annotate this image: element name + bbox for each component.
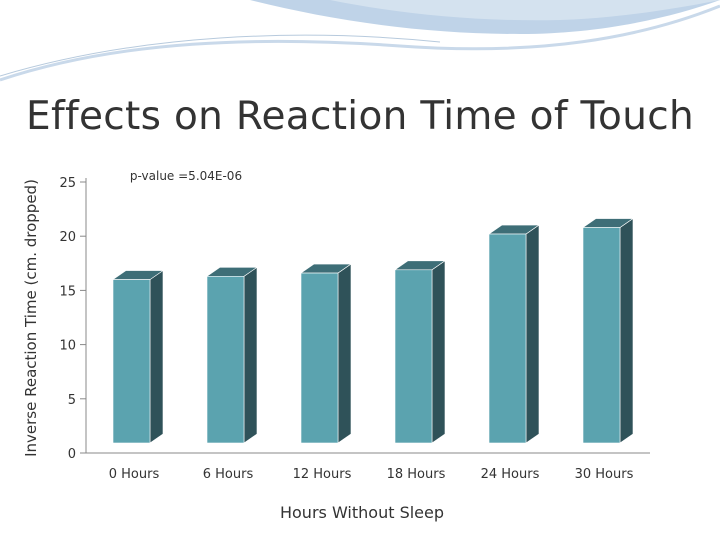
bar-side bbox=[243, 266, 258, 444]
y-tick-label: 5 bbox=[68, 393, 76, 408]
plot-area: 0 5 10 15 20 25 0 Hours 6 Hours 12 Hours 18 Hours… bbox=[59, 176, 650, 482]
bar bbox=[488, 233, 527, 444]
p-value-annotation: p-value =5.04E-06 bbox=[130, 169, 242, 183]
bar bbox=[112, 279, 151, 444]
bar-side bbox=[149, 269, 164, 444]
x-tick-label: 30 Hours bbox=[575, 467, 634, 482]
page-title: Effects on Reaction Time of Touch bbox=[26, 94, 694, 139]
y-axis-label: Inverse Reaction Time (cm. dropped) bbox=[22, 179, 40, 457]
bar bbox=[394, 269, 433, 444]
bar-side bbox=[619, 217, 634, 444]
y-tick-label: 15 bbox=[59, 284, 76, 299]
y-tick-label: 25 bbox=[59, 176, 76, 191]
y-tick-label: 20 bbox=[59, 230, 76, 245]
bar-side bbox=[337, 263, 352, 444]
x-tick-label: 24 Hours bbox=[481, 467, 540, 482]
bar bbox=[582, 227, 621, 444]
x-tick-label: 6 Hours bbox=[203, 467, 254, 482]
bar bbox=[300, 272, 339, 444]
header-swoosh-decoration bbox=[0, 0, 720, 82]
y-tick-label: 10 bbox=[59, 339, 76, 354]
x-tick-label: 0 Hours bbox=[109, 467, 160, 482]
bar bbox=[206, 276, 245, 444]
x-axis-label: Hours Without Sleep bbox=[280, 503, 444, 522]
y-tick-label: 0 bbox=[68, 447, 76, 462]
x-tick-label: 18 Hours bbox=[387, 467, 446, 482]
bar-side bbox=[431, 260, 446, 444]
x-tick-label: 12 Hours bbox=[293, 467, 352, 482]
bar-side bbox=[525, 224, 540, 444]
